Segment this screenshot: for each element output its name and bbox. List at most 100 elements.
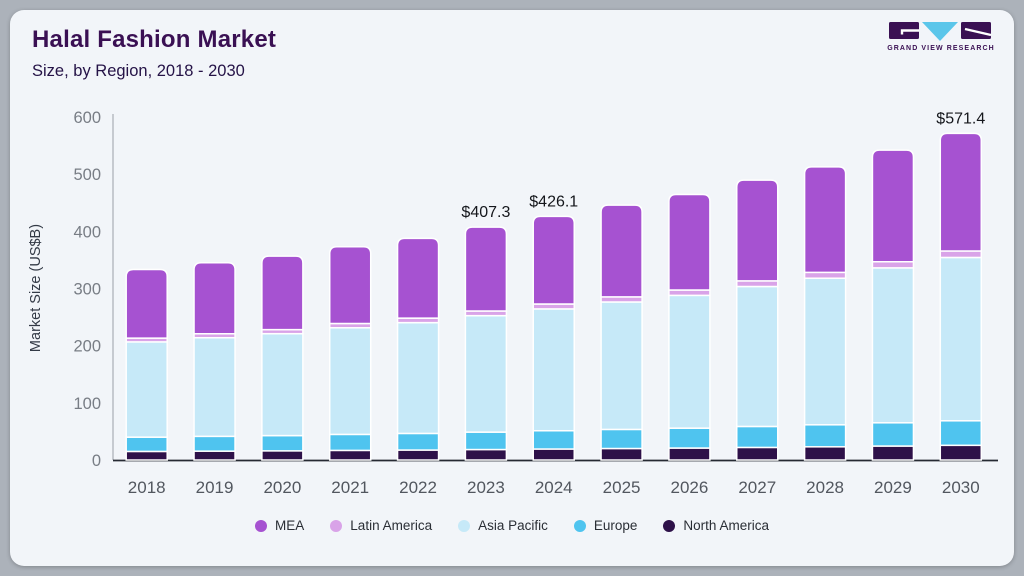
page-subtitle: Size, by Region, 2018 - 2030 [32,62,245,80]
bar-segment-mea [736,179,779,282]
bar-segment-europe [871,422,915,447]
bar-segment-europe [803,424,847,448]
bar-segment-europe [736,425,779,449]
bar-total-label: $571.4 [936,110,985,127]
bar-segment-north-america [939,444,983,461]
bar-segment-europe [125,436,168,453]
legend-swatch-icon [663,519,676,532]
bar-segment-mea [328,246,372,325]
legend-item-europe: Europe [573,518,638,533]
legend-label: Europe [593,518,638,533]
bar-segment-mea [261,255,304,331]
bar-segment-mea [939,132,983,252]
legend-item-north-america: North America [663,518,769,533]
stacked-bar-chart: 0 100 200 300 400 500 600 Market Size (US$B) 201… [28,109,998,497]
y-tick-label: 400 [73,223,101,241]
bar-total-label: $407.3 [461,204,510,221]
bar-segment-mea [396,237,440,319]
bar-segment-latin-america [871,260,915,269]
bar-segment-mea [125,268,168,339]
bar-segment-asia-pacific [125,341,168,438]
bar-segment-north-america [668,447,711,461]
gvr-logo: GRAND VIEW RESEARCH [887,22,995,52]
bar-segment-north-america [464,448,508,461]
x-tick-label: 2027 [738,478,776,497]
x-tick-label: 2029 [874,478,912,497]
bar-segment-latin-america [600,296,643,303]
page-title: Halal Fashion Market [32,26,277,53]
x-tick-label: 2026 [671,478,709,497]
gvr-logo-text: GRAND VIEW RESEARCH [887,45,995,52]
legend-label: Asia Pacific [478,518,548,533]
x-tick-label: 2019 [196,478,234,497]
legend-swatch-icon [573,519,586,532]
y-tick-label: 200 [73,338,101,356]
x-tick-label: 2022 [399,478,437,497]
bar-segment-asia-pacific [736,285,779,428]
bar-segment-latin-america [668,289,711,297]
bar-segment-europe [193,435,236,452]
bar-segment-north-america [736,446,779,461]
bar-segment-mea [532,215,575,305]
bar-segment-asia-pacific [939,256,983,422]
x-tick-label: 2028 [806,478,844,497]
legend-swatch-icon [255,519,268,532]
legend-label: Latin America [350,518,433,533]
bar-segment-latin-america [803,271,847,279]
bar-segment-europe [328,433,372,452]
legend-swatch-icon [330,519,343,532]
chart-card: Halal Fashion Market Size, by Region, 20… [10,10,1014,566]
x-tick-label: 2020 [263,478,301,497]
legend-item-latin-america: Latin America [330,518,432,533]
y-axis-title: Market Size (US$B) [28,224,44,352]
bar-segment-europe [532,429,575,450]
bar-segment-north-america [193,450,236,461]
x-tick-label: 2021 [331,478,369,497]
y-tick-label: 300 [73,281,101,299]
bar-segment-asia-pacific [803,277,847,426]
bar-segment-north-america [125,450,168,461]
y-tick-label: 600 [73,109,101,127]
bar-segment-asia-pacific [532,308,575,432]
legend-item-mea: MEA [255,518,304,533]
bar-segment-north-america [396,449,440,461]
bar-segment-north-america [328,449,372,461]
bar-segment-europe [939,420,983,447]
bar-segment-asia-pacific [193,336,236,438]
bar-segment-asia-pacific [261,332,304,437]
y-tick-label: 0 [92,452,101,470]
bar-segment-mea [600,204,643,298]
x-tick-label: 2023 [467,478,505,497]
bar-segment-north-america [871,445,915,461]
bar-segment-asia-pacific [600,301,643,431]
bar-segment-europe [396,432,440,451]
bar-segment-north-america [261,450,304,461]
bar-segment-asia-pacific [464,314,508,433]
legend-label: North America [683,518,769,533]
legend: MEA Latin America Asia Pacific Europe North … [10,518,1014,533]
bar-segment-europe [464,431,508,451]
bar-segment-europe [668,427,711,449]
bar-segment-latin-america [939,250,983,259]
bar-segment-mea [193,262,236,335]
bar-total-label: $426.1 [529,193,578,210]
bar-segment-north-america [803,446,847,461]
bar-segment-north-america [600,447,643,461]
y-tick-label: 500 [73,166,101,184]
bar-segment-asia-pacific [668,294,711,429]
legend-swatch-icon [458,519,471,532]
bar-segment-mea [668,193,711,291]
x-tick-label: 2030 [942,478,980,497]
bar-segment-north-america [532,448,575,461]
x-tick-label: 2025 [603,478,641,497]
y-tick-label: 100 [73,395,101,413]
legend-label: MEA [275,518,305,533]
bar-segment-latin-america [736,280,779,288]
bar-segment-mea [803,166,847,274]
gvr-logo-mark-icon [889,22,992,41]
bar-segment-europe [261,434,304,452]
bar-segment-asia-pacific [396,321,440,435]
bar-segment-asia-pacific [328,327,372,436]
bar-segment-europe [600,428,643,450]
bar-segment-asia-pacific [871,267,915,424]
